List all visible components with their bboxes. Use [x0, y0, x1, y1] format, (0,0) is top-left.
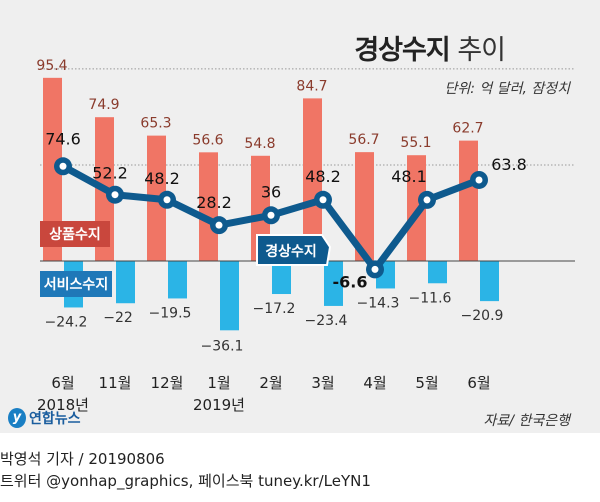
- yonhap-logo-icon: y: [8, 408, 26, 428]
- current-account-marker-dot: [111, 191, 119, 199]
- current-account-value-label: 48.1: [391, 167, 427, 186]
- goods-bar: [303, 98, 322, 261]
- current-account-value-label: 48.2: [305, 167, 341, 186]
- current-account-marker-dot: [319, 196, 327, 204]
- goods-value-label: 54.8: [244, 136, 275, 152]
- goods-legend-label: 상품수지: [49, 227, 101, 243]
- credit-social: 트위터 @yonhap_graphics, 페이스북 tuney.kr/LeYN…: [0, 472, 371, 490]
- goods-value-label: 84.7: [296, 78, 327, 94]
- x-tick-label: 11월: [99, 374, 132, 392]
- source-label: 자료/ 한국은행: [483, 413, 570, 429]
- services-bar: [220, 261, 239, 331]
- services-bar: [168, 261, 187, 299]
- goods-value-label: 65.3: [140, 116, 171, 132]
- services-value-label: −22: [103, 310, 133, 326]
- logo-text: 연합뉴스: [29, 411, 81, 427]
- current-account-value-label: 74.6: [45, 129, 81, 148]
- goods-bar: [43, 77, 62, 261]
- current-legend-box: [256, 234, 332, 266]
- services-legend-box: [40, 271, 112, 297]
- unit-label: 단위: 억 달러, 잠정치: [444, 81, 570, 97]
- current-account-value-label: 36: [261, 182, 281, 201]
- services-value-label: −23.4: [305, 313, 348, 329]
- services-value-label: −24.2: [45, 314, 88, 330]
- current-legend-label: 경상수지: [265, 243, 317, 260]
- services-value-label: −19.5: [149, 305, 192, 321]
- current-account-value-label: 52.2: [92, 164, 128, 183]
- title-bold: 경상수지: [354, 35, 450, 66]
- x-tick-label: 4월: [363, 374, 386, 392]
- goods-value-label: 56.6: [192, 132, 223, 148]
- current-account-value-label: 63.8: [491, 155, 527, 174]
- current-account-value-label: 28.2: [196, 193, 232, 212]
- services-bar: [324, 261, 343, 306]
- goods-value-label: 95.4: [36, 58, 67, 74]
- x-tick-label: 3월: [311, 374, 334, 392]
- services-value-label: −17.2: [253, 301, 296, 317]
- goods-value-label: 56.7: [348, 132, 379, 148]
- current-account-marker-dot: [423, 196, 431, 204]
- goods-value-label: 55.1: [400, 135, 431, 151]
- chart-title: 경상수지 추이: [354, 28, 506, 67]
- x-tick-label: 12월: [151, 374, 184, 392]
- x-year-label: 2018년: [37, 396, 89, 414]
- goods-value-label: 62.7: [452, 121, 483, 137]
- x-tick-label: 5월: [415, 374, 438, 392]
- services-value-label: −11.6: [409, 290, 452, 306]
- x-year-label: 2019년: [193, 396, 245, 414]
- goods-value-label: 74.9: [88, 97, 119, 113]
- services-bar: [428, 261, 447, 284]
- yonhap-logo: y 연합뉴스: [8, 408, 81, 428]
- services-bar: [272, 261, 291, 295]
- services-bar: [116, 261, 135, 304]
- current-account-value-label: 48.2: [144, 169, 180, 188]
- current-account-marker-dot: [59, 162, 67, 170]
- credit-author: 박영석 기자 / 20190806: [0, 450, 165, 468]
- current-account-marker-dot: [267, 211, 275, 219]
- services-legend-label: 서비스수지: [44, 277, 108, 293]
- services-value-label: −20.9: [461, 308, 504, 324]
- current-account-value-label: -6.6: [333, 272, 368, 291]
- x-tick-label: 6월: [467, 374, 490, 392]
- x-tick-label: 1월: [207, 374, 230, 392]
- goods-bar: [459, 140, 478, 261]
- title-light: 추이: [457, 35, 506, 66]
- current-account-marker-dot: [475, 176, 483, 184]
- goods-bar: [199, 152, 218, 261]
- chart: 95.4 74.9 65.3 56.6 54.8 84.7 56.7 55.1 62.7 −24.…: [36, 58, 575, 414]
- services-bar: [480, 261, 499, 302]
- x-tick-label: 6월: [51, 374, 74, 392]
- x-tick-label: 2월: [259, 374, 282, 392]
- current-account-marker-dot: [163, 196, 171, 204]
- services-value-label: −36.1: [201, 338, 244, 354]
- current-account-marker-dot: [215, 221, 223, 229]
- goods-legend-box: [40, 221, 110, 247]
- current-account-marker-dot: [371, 265, 379, 273]
- services-value-label: −14.3: [357, 295, 400, 311]
- goods-bar: [355, 152, 374, 261]
